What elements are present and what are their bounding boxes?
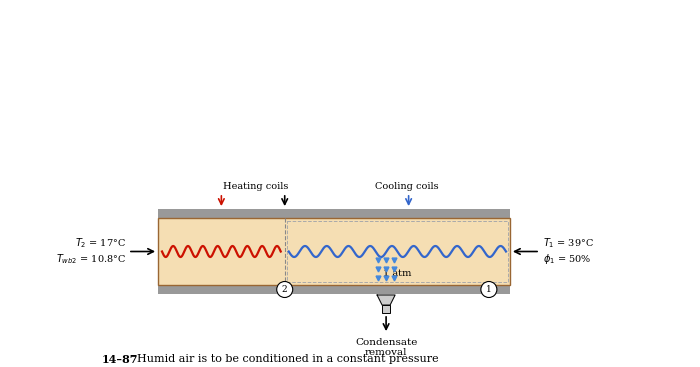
Circle shape	[276, 281, 293, 298]
Text: 1: 1	[486, 285, 492, 294]
Bar	[158, 218, 510, 285]
Text: 14–87: 14–87	[102, 354, 138, 365]
Text: Cooling coils: Cooling coils	[374, 182, 438, 191]
Text: $T_2$ = 17°C: $T_2$ = 17°C	[75, 237, 126, 250]
Text: $\phi_1$ = 50%: $\phi_1$ = 50%	[543, 252, 592, 266]
Text: 1 atm: 1 atm	[383, 269, 412, 277]
Bar	[382, 305, 390, 313]
Text: $T_1$ = 39°C: $T_1$ = 39°C	[543, 237, 594, 250]
Circle shape	[481, 281, 497, 298]
Bar	[158, 285, 510, 294]
Text: $T_{wb2}$ = 10.8°C: $T_{wb2}$ = 10.8°C	[56, 252, 126, 266]
Text: 2: 2	[282, 285, 288, 294]
Text: Heating coils: Heating coils	[223, 182, 288, 191]
Polygon shape	[377, 295, 395, 305]
Text: Condensate
removal: Condensate removal	[355, 338, 417, 357]
Bar	[287, 221, 508, 282]
Bar	[158, 209, 510, 218]
Text: Humid air is to be conditioned in a constant pressure: Humid air is to be conditioned in a cons…	[130, 354, 438, 364]
